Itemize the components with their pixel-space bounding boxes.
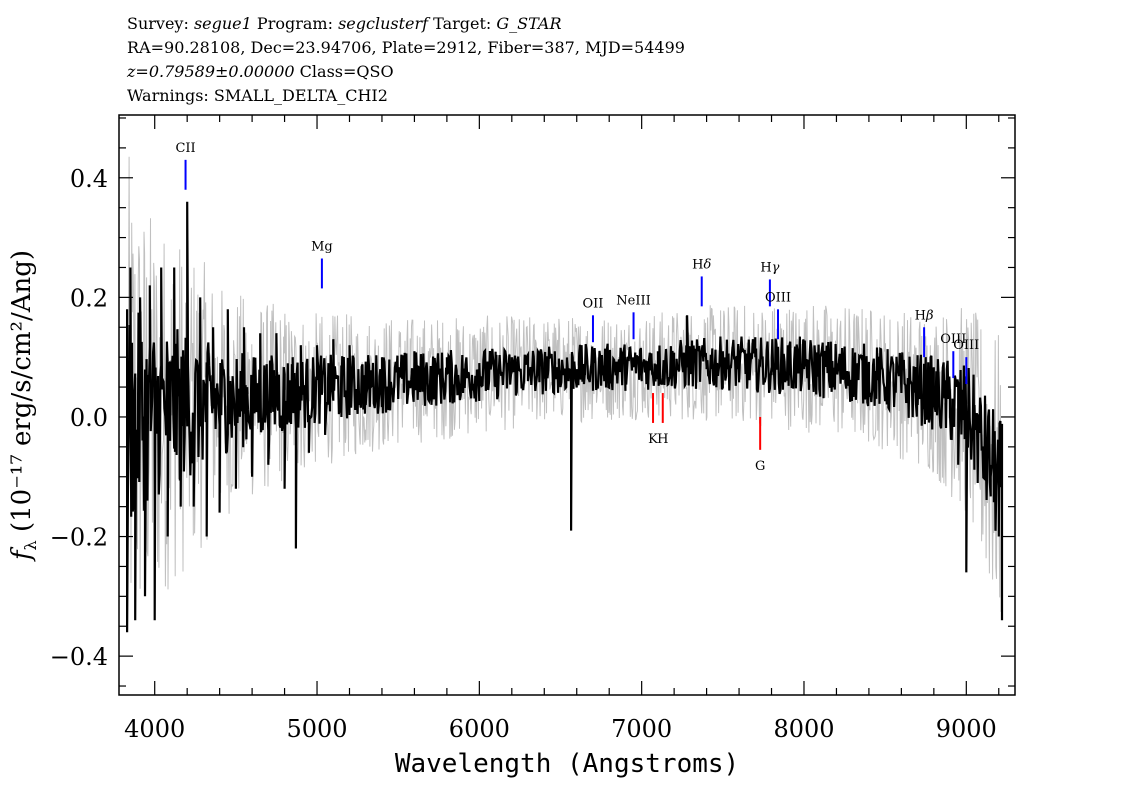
line-marker-name: H (760, 260, 771, 275)
line-marker-label: Mg (311, 240, 333, 255)
line-marker-label: NeIII (616, 293, 650, 308)
y-tick-label: −0.2 (50, 524, 108, 552)
x-axis-label: Wavelength (Angstroms) (395, 749, 739, 779)
line-marker-name: K (648, 432, 658, 447)
survey-value: segue1 (193, 14, 252, 33)
y-axis-label-subscript: λ (21, 540, 40, 550)
x-tick-label: 5000 (286, 715, 347, 743)
flux-series (126, 201, 1004, 633)
target-label: Target: (433, 14, 492, 33)
line-marker-label: OIII (940, 332, 966, 347)
line-marker-name: OII (583, 296, 604, 311)
header-line-2: RA=90.28108, Dec=23.94706, Plate=2912, F… (127, 38, 685, 57)
x-tick-label: 8000 (773, 715, 834, 743)
line-marker-name: OIII (765, 290, 791, 305)
header-line-3: z=0.79589±0.00000 Class=QSO (127, 62, 394, 82)
line-marker-greek: δ (703, 257, 711, 272)
survey-label: Survey: (127, 14, 189, 33)
redshift-value: z=0.79589±0.00000 (127, 62, 295, 81)
line-marker-label: Hγ (760, 260, 779, 275)
y-tick-label: −0.4 (50, 643, 108, 671)
plot-frame (118, 114, 1016, 696)
error-series (126, 156, 1003, 612)
program-label: Program: (256, 14, 333, 33)
line-marker-name: OIII (940, 332, 966, 347)
target-value: G_STAR (496, 14, 562, 33)
line-marker-label: OIII (765, 290, 791, 305)
line-marker-label: Hβ (915, 308, 934, 323)
y-axis-label-units: (10⁻¹⁷ erg/s/cm²/Ang) (7, 250, 37, 540)
line-marker-label: OIII (953, 338, 979, 353)
line-marker-name: CII (175, 141, 195, 156)
x-tick-label: 4000 (124, 715, 185, 743)
line-marker-name: G (755, 459, 765, 474)
warnings-line: Warnings: SMALL_DELTA_CHI2 (127, 86, 388, 105)
line-marker-name: H (657, 432, 668, 447)
y-tick-label: 0.0 (70, 404, 108, 432)
line-marker-label: H (657, 432, 668, 447)
line-marker-label: Hδ (692, 257, 711, 272)
line-marker-label: CII (175, 141, 195, 156)
line-marker-greek: β (925, 308, 934, 323)
y-tick-label: 0.2 (70, 284, 108, 312)
class-value: Class=QSO (299, 62, 394, 81)
x-tick-label: 7000 (611, 715, 672, 743)
y-axis-label: fλ (10⁻¹⁷ erg/s/cm²/Ang) (7, 250, 40, 562)
line-marker-name: H (915, 308, 926, 323)
line-marker-label: K (648, 432, 658, 447)
header-line-1: Survey: segue1 Program: segclusterf Targ… (127, 14, 562, 34)
line-marker-name: NeIII (616, 293, 650, 308)
line-marker-label: OII (583, 296, 604, 311)
line-marker-greek: γ (772, 260, 780, 275)
x-tick-label: 6000 (449, 715, 510, 743)
line-marker-name: OIII (953, 338, 979, 353)
line-marker-label: G (755, 459, 765, 474)
program-value: segclusterf (338, 14, 429, 33)
y-tick-label: 0.4 (70, 165, 108, 193)
line-marker-name: H (692, 257, 703, 272)
x-tick-label: 9000 (936, 715, 997, 743)
line-marker-name: Mg (311, 240, 333, 255)
